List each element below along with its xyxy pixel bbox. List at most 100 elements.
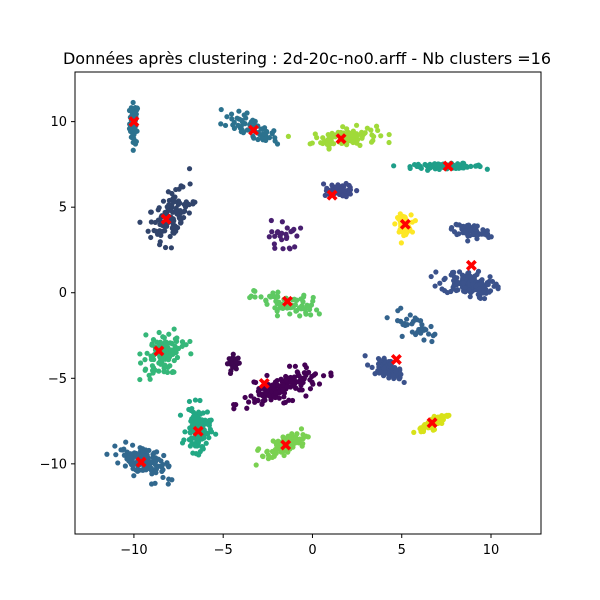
data-point: [204, 430, 210, 436]
data-point: [139, 452, 145, 458]
data-point: [386, 131, 392, 138]
data-point: [127, 459, 133, 466]
data-point: [153, 228, 159, 234]
data-point: [270, 290, 276, 296]
data-point: [282, 399, 288, 406]
data-point: [428, 273, 434, 280]
data-point: [162, 228, 168, 234]
data-point: [310, 381, 316, 387]
data-point: [460, 275, 466, 281]
data-point: [151, 450, 157, 456]
data-point: [273, 440, 279, 446]
data-point: [274, 229, 280, 236]
centroid-marker: [281, 295, 293, 307]
data-point: [320, 373, 327, 379]
centroid-marker: [335, 133, 347, 145]
data-point: [407, 165, 413, 171]
data-point: [338, 130, 344, 136]
data-point: [156, 205, 162, 211]
data-point: [312, 131, 318, 137]
data-point: [276, 395, 282, 401]
data-point: [169, 351, 176, 357]
data-point: [164, 369, 171, 375]
data-point: [150, 455, 156, 461]
data-point: [148, 209, 154, 215]
data-point: [261, 386, 267, 392]
data-point: [190, 450, 196, 456]
points-layer: [104, 99, 501, 487]
data-point: [229, 116, 235, 122]
data-point: [133, 467, 139, 473]
data-point: [460, 164, 467, 170]
data-point: [272, 138, 278, 144]
data-point: [236, 108, 242, 114]
data-point: [277, 305, 283, 311]
data-point: [266, 234, 272, 240]
data-point: [127, 455, 134, 461]
data-point: [304, 302, 310, 308]
data-point: [182, 429, 188, 435]
data-point: [165, 357, 172, 363]
data-point: [251, 119, 257, 126]
data-point: [168, 208, 174, 214]
data-point: [476, 286, 482, 292]
data-point: [400, 321, 406, 328]
data-point: [135, 453, 141, 459]
data-point: [401, 379, 407, 386]
data-point: [320, 181, 327, 187]
data-point: [414, 163, 420, 170]
data-point: [174, 211, 180, 217]
data-point: [284, 225, 290, 231]
data-point: [297, 225, 304, 231]
data-point: [316, 311, 322, 317]
data-point: [353, 122, 360, 128]
data-point: [340, 124, 346, 130]
data-point: [430, 333, 436, 339]
data-point: [326, 137, 332, 143]
data-point: [253, 462, 259, 468]
data-point: [163, 342, 169, 348]
data-point: [271, 453, 277, 459]
data-point: [180, 209, 187, 215]
data-point: [340, 193, 346, 199]
data-point: [275, 382, 281, 388]
data-point: [414, 317, 420, 323]
data-point: [283, 377, 289, 383]
data-point: [303, 364, 309, 371]
data-point: [260, 126, 266, 132]
data-point: [148, 234, 154, 241]
chart-title: Données après clustering : 2d-20c-no0.ar…: [63, 49, 551, 68]
data-point: [170, 195, 176, 201]
data-point: [355, 137, 361, 143]
data-point: [421, 337, 427, 343]
data-point: [285, 133, 291, 139]
y-tick-label: 5: [59, 201, 67, 216]
centroid-marker: [280, 439, 292, 451]
data-point: [160, 474, 166, 481]
data-point: [300, 294, 307, 300]
data-point: [162, 209, 168, 216]
data-point: [148, 219, 154, 225]
data-point: [173, 207, 179, 213]
data-point: [156, 329, 162, 336]
data-point: [418, 165, 424, 171]
data-point: [294, 431, 300, 437]
data-point: [240, 120, 246, 126]
centroids-layer: [128, 116, 477, 468]
centroid-marker: [192, 425, 204, 437]
data-point: [292, 363, 298, 369]
data-point: [208, 417, 214, 423]
data-point: [395, 308, 401, 314]
data-point: [143, 332, 149, 338]
data-point: [297, 387, 304, 393]
centroid-marker: [390, 353, 402, 365]
data-point: [290, 383, 296, 389]
data-point: [399, 333, 405, 339]
data-point: [364, 362, 371, 368]
data-point: [131, 473, 137, 479]
data-point: [442, 275, 448, 281]
data-point: [291, 296, 297, 302]
data-point: [172, 343, 178, 349]
data-point: [171, 326, 177, 332]
data-point: [284, 384, 290, 390]
